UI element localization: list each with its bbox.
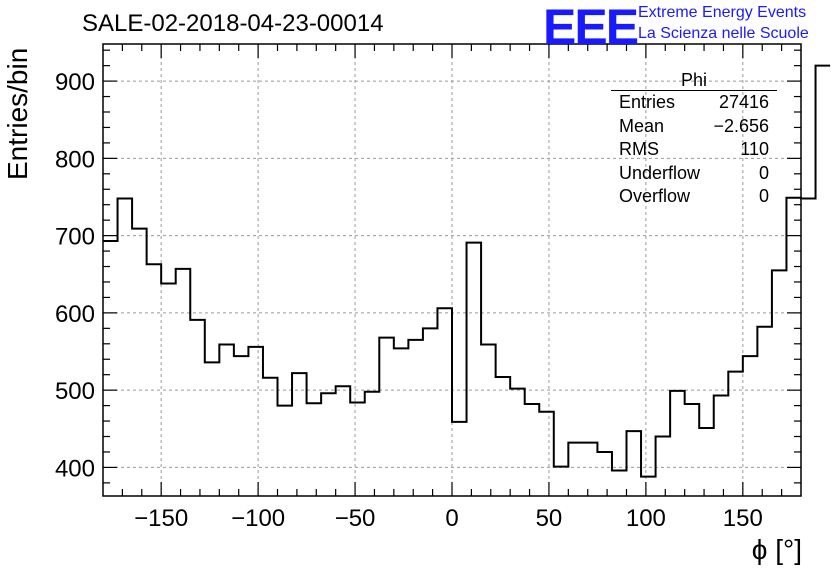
stats-label: RMS <box>619 139 659 159</box>
y-tick-label: 700 <box>55 224 95 251</box>
stats-value: −2.656 <box>713 115 769 136</box>
tick-labels: −150 −100 −50 0 50 100 150 400 500 600 700 800 900 <box>55 69 763 532</box>
x-tick-label: 0 <box>445 505 458 532</box>
stats-title: Phi <box>611 70 777 91</box>
x-tick-label: −50 <box>335 505 376 532</box>
x-axis-label: ϕ [°] <box>751 534 802 565</box>
axis-ticks <box>103 44 801 496</box>
stats-label: Mean <box>619 115 665 136</box>
stats-value: 0 <box>758 162 769 183</box>
stats-row-mean: Mean −2.656 <box>611 115 777 139</box>
x-tick-label: 50 <box>536 505 563 532</box>
x-tick-label: 150 <box>723 505 763 532</box>
x-tick-label: −100 <box>231 505 285 532</box>
stats-value: 0 <box>758 186 769 206</box>
x-tick-label: −150 <box>134 505 188 532</box>
stats-label: Overflow <box>619 186 691 206</box>
x-tick-label: 100 <box>626 505 666 532</box>
stats-value: 110 <box>740 139 769 159</box>
stats-box: Phi Entries 27416 Mean −2.656 RMS 110 Un… <box>611 70 777 209</box>
chart-title: SALE-02-2018-04-23-00014 <box>82 10 384 37</box>
logo-line-1: Extreme Energy Events <box>638 4 807 21</box>
stats-value: 27416 <box>718 92 769 112</box>
stats-label: Entries <box>619 92 676 112</box>
y-tick-label: 500 <box>55 378 95 405</box>
plot-frame <box>102 43 802 497</box>
stats-row-underflow: Underflow 0 <box>611 162 777 186</box>
logo-line-2: La Scienza nelle Scuole <box>638 25 809 42</box>
stats-row-rms: RMS 110 <box>611 138 777 162</box>
histogram-step-line <box>103 64 831 478</box>
stats-label: Underflow <box>619 162 701 183</box>
y-tick-label: 900 <box>55 69 95 96</box>
y-axis-label: Entries/bin <box>2 47 33 180</box>
stats-row-overflow: Overflow 0 <box>611 185 777 209</box>
y-tick-label: 800 <box>55 146 95 173</box>
eee-logo: EEE <box>543 0 639 55</box>
y-tick-label: 600 <box>55 301 95 328</box>
y-tick-label: 400 <box>55 455 95 482</box>
stats-row-entries: Entries 27416 <box>611 91 777 115</box>
